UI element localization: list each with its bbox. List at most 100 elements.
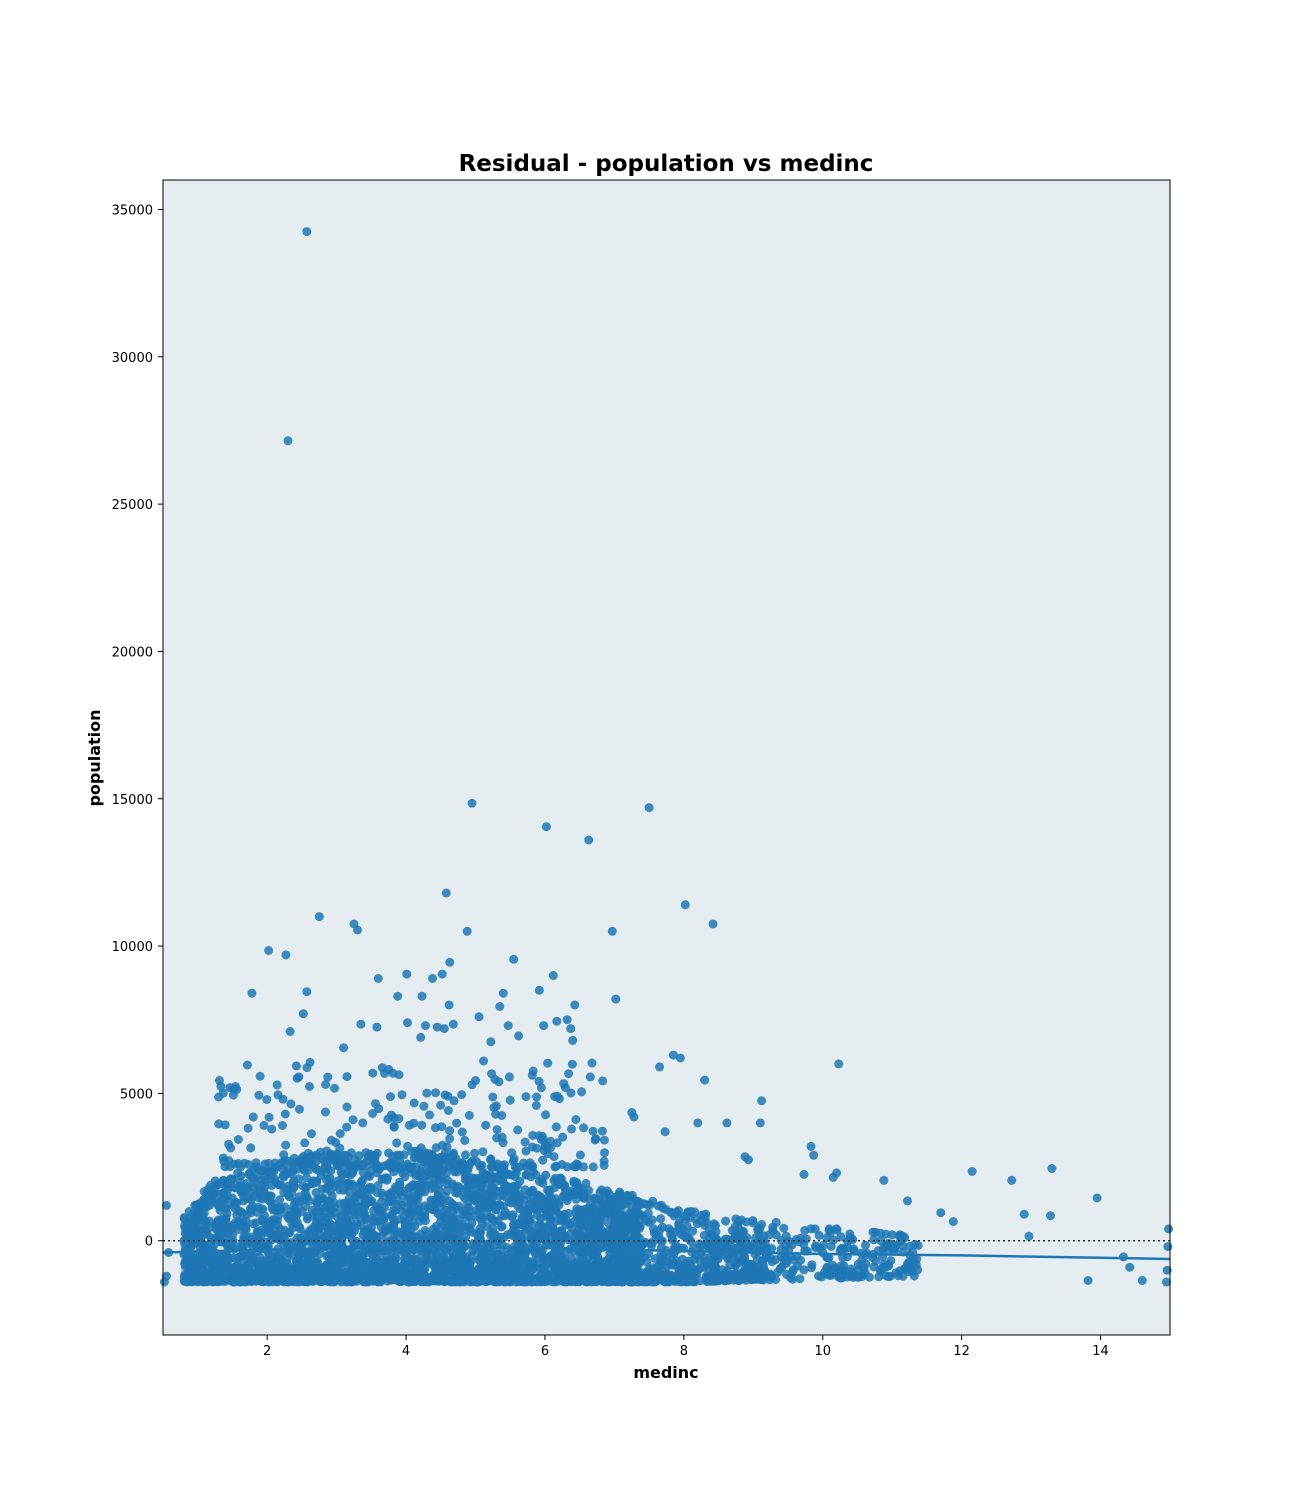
scatter-point [297,1207,307,1217]
scatter-point [334,1260,344,1270]
scatter-point [543,1212,553,1221]
scatter-point [394,1070,404,1080]
scatter-point [260,1181,270,1191]
scatter-point [486,1037,496,1047]
scatter-point [551,1194,561,1204]
scatter-point [402,969,412,979]
scatter-point [762,1253,772,1262]
scatter-point [302,1214,312,1224]
scatter-point [656,1214,666,1224]
scatter-point [738,1255,748,1265]
scatter-point [736,1268,745,1278]
scatter-point [834,1272,844,1282]
scatter-point [688,1276,698,1286]
scatter-point [675,1053,685,1063]
scatter-point [403,1018,412,1028]
scatter-point [442,1179,452,1189]
scatter-point [654,1231,664,1241]
scatter-point [874,1246,883,1256]
scatter-point [695,1256,705,1266]
scatter-point [722,1118,732,1128]
scatter-point [470,1148,480,1158]
scatter-point [874,1272,884,1282]
scatter-point [373,974,383,983]
scatter-point [680,900,690,910]
scatter-point [259,1120,269,1130]
y-tick-label: 35000 [112,203,153,218]
scatter-point [503,1210,513,1220]
scatter-point [273,1252,283,1262]
scatter-point [810,1224,820,1234]
scatter-point [550,1239,560,1249]
scatter-point [532,1191,542,1200]
scatter-point [213,1179,223,1189]
scatter-point [485,1213,495,1222]
scatter-point [555,1252,565,1261]
scatter-point [514,1031,524,1041]
scatter-point [414,1200,424,1210]
scatter-point [436,1100,446,1110]
scatter-point [580,1204,590,1214]
scatter-point [599,1135,609,1145]
scatter-point [281,950,291,960]
scatter-point [463,1199,473,1209]
scatter-point [231,1267,241,1277]
scatter-point [520,1250,530,1260]
scatter-point [506,1189,516,1199]
scatter-point [315,1249,325,1259]
scatter-point [668,1050,678,1060]
scatter-point [335,1219,344,1228]
scatter-point [779,1256,789,1266]
scatter-point [334,1161,343,1171]
scatter-point [1007,1175,1017,1185]
scatter-point [356,1217,366,1227]
scatter-point [437,1162,447,1172]
scatter-point [756,1274,766,1284]
scatter-point [427,1231,437,1241]
scatter-point [373,1204,382,1214]
scatter-point [408,1180,418,1190]
scatter-point [739,1227,748,1236]
scatter-point [483,1244,493,1254]
scatter-point [384,1159,394,1169]
scatter-point [246,1195,256,1205]
scatter-point [425,1110,435,1120]
scatter-point [312,1164,322,1174]
scatter-point [341,1268,351,1278]
scatter-point [570,1000,580,1010]
scatter-point [753,1239,763,1249]
scatter-point [474,1193,484,1203]
scatter-point [392,1138,402,1148]
scatter-point [504,1072,514,1082]
scatter-point [289,1181,299,1191]
scatter-point [770,1255,780,1265]
scatter-point [327,1155,337,1165]
scatter-point [304,1249,313,1259]
scatter-point [750,1267,760,1276]
scatter-point [832,1225,842,1235]
scatter-point [642,1257,652,1267]
scatter-point [354,1202,363,1212]
scatter-point [549,1267,559,1277]
scatter-point [442,1142,452,1152]
scatter-point [299,1195,309,1205]
scatter-point [326,1277,336,1287]
scatter-point [538,1155,548,1165]
scatter-point [757,1096,767,1106]
scatter-point [515,1204,525,1214]
scatter-point [498,1201,508,1211]
scatter-point [280,1225,290,1235]
scatter-point [243,1123,253,1133]
scatter-point [346,1223,356,1233]
scatter-point [617,1274,627,1284]
scatter-point [264,1112,274,1122]
scatter-point [509,954,519,964]
scatter-point [474,1263,484,1273]
scatter-point [1137,1276,1147,1285]
scatter-point [647,1215,657,1225]
scatter-point [377,1197,386,1207]
scatter-point [247,1258,257,1268]
scatter-point [1024,1231,1034,1241]
scatter-point [541,822,551,832]
